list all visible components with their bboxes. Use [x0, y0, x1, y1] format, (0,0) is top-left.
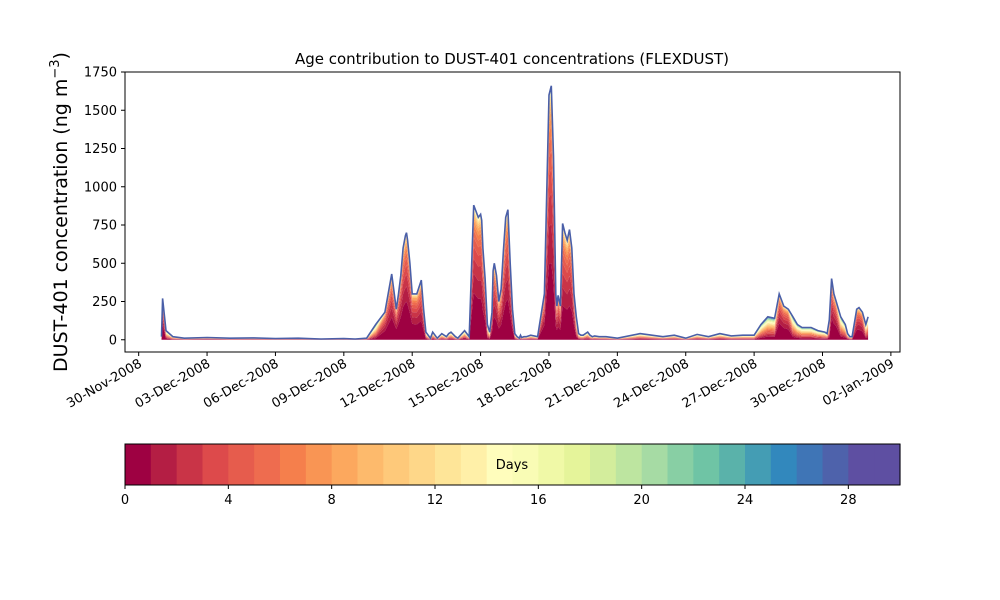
x-tick-label: 06-Dec-2008: [201, 356, 281, 411]
colorbar-tick-label: 20: [633, 493, 650, 508]
colorbar-cell: [409, 444, 436, 485]
age-layer-day-19: [161, 87, 869, 340]
x-tick-label: 21-Dec-2008: [543, 356, 623, 411]
colorbar-tick-label: 28: [840, 493, 857, 508]
x-tick-label: 30-Dec-2008: [748, 356, 828, 411]
age-layer-day-4: [161, 150, 869, 340]
y-tick-label: 1750: [84, 66, 117, 81]
colorbar-cell: [796, 444, 824, 485]
colorbar-cell: [150, 444, 178, 485]
y-tick-label: 500: [92, 257, 117, 272]
age-layer-day-26: [161, 85, 869, 340]
age-layer-day-7: [161, 116, 869, 340]
colorbar-cell: [770, 444, 798, 485]
age-layer-day-15: [161, 89, 869, 340]
colorbar-ticks: 0 4 8 12 16 20 24 28: [121, 485, 857, 508]
colorbar-cell: [357, 444, 384, 485]
colorbar-label: Days: [496, 458, 529, 473]
age-layer-day-16: [161, 88, 869, 340]
y-tick-label: 1000: [84, 180, 117, 195]
age-layers: [161, 85, 869, 340]
colorbar-cell: [693, 444, 720, 485]
colorbar-cell: [486, 444, 514, 485]
colorbar-cell: [641, 444, 669, 485]
colorbar-tick-label: 24: [737, 493, 754, 508]
age-layer-day-13: [161, 92, 869, 340]
plot-area: [124, 71, 901, 353]
age-layer-day-11: [161, 97, 869, 340]
colorbar: Days 0 4 8 12 16 20 24 28: [121, 443, 901, 508]
colorbar-cell: [435, 444, 462, 485]
age-layer-day-10: [161, 100, 869, 340]
colorbar-tick-label: 4: [224, 493, 232, 508]
colorbar-cell: [512, 444, 539, 485]
age-layer-day-22: [161, 86, 869, 340]
age-layer-day-12: [161, 94, 869, 340]
age-layer-day-27: [161, 85, 869, 339]
colorbar-cells: [125, 444, 901, 485]
x-tick-label: 12-Dec-2008: [338, 356, 418, 411]
age-layer-day-24: [161, 86, 869, 339]
plot-frame: [124, 71, 901, 353]
y-tick-label: 1500: [84, 104, 117, 119]
x-tick-label: 30-Nov-2008: [64, 356, 144, 411]
colorbar-cell: [745, 444, 772, 485]
colorbar-cell: [590, 444, 617, 485]
colorbar-tick-label: 0: [121, 493, 129, 508]
colorbar-cell: [848, 444, 875, 485]
x-tick-label: 02-Jan-2009: [820, 356, 897, 409]
x-tick-label: 27-Dec-2008: [680, 356, 760, 411]
colorbar-cell: [460, 444, 488, 485]
colorbar-cell: [538, 444, 565, 485]
colorbar-cell: [564, 444, 591, 485]
age-layer-day-28: [161, 85, 869, 339]
colorbar-cell: [280, 444, 307, 485]
age-layer-day-18: [161, 87, 869, 340]
y-tick-label: 750: [92, 219, 117, 234]
age-layer-day-17: [161, 88, 869, 340]
age-layer-day-20: [161, 86, 869, 340]
colorbar-cell: [254, 444, 281, 485]
age-layer-day-25: [161, 86, 869, 339]
age-layer-day-21: [161, 86, 869, 340]
colorbar-cell: [822, 444, 849, 485]
x-tick-label: 15-Dec-2008: [406, 356, 486, 411]
colorbar-tick-label: 12: [427, 493, 444, 508]
colorbar-frame: [124, 443, 901, 486]
colorbar-cell: [228, 444, 255, 485]
colorbar-cell: [305, 444, 333, 485]
colorbar-cell: [615, 444, 643, 485]
colorbar-cell: [719, 444, 746, 485]
age-layer-day-6: [161, 125, 869, 340]
total-concentration-line: [160, 85, 869, 340]
y-tick-label: 0: [109, 333, 117, 348]
y-axis-label: DUST-401 concentration (ng m−3): [48, 52, 72, 372]
x-axis: 30-Nov-200803-Dec-200806-Dec-200809-Dec-…: [64, 352, 897, 412]
age-layer-day-8: [161, 109, 869, 340]
y-axis: 0 250 500 750 1000 1250 1500 1750: [84, 66, 125, 348]
colorbar-tick-label: 16: [530, 493, 547, 508]
colorbar-cell: [383, 444, 410, 485]
colorbar-cell: [202, 444, 229, 485]
age-layer-day-5: [161, 136, 869, 340]
colorbar-cell: [176, 444, 204, 485]
x-tick-label: 03-Dec-2008: [133, 356, 213, 411]
age-layer-day-3: [161, 169, 869, 340]
colorbar-cell: [874, 444, 901, 485]
y-tick-label: 250: [92, 295, 117, 310]
colorbar-cell: [125, 444, 152, 485]
chart-title: Age contribution to DUST-401 concentrati…: [295, 50, 729, 68]
x-tick-label: 24-Dec-2008: [611, 356, 691, 411]
colorbar-cell: [331, 444, 359, 485]
age-layer-day-9: [161, 104, 869, 340]
age-layer-day-23: [161, 86, 869, 340]
x-tick-label: 09-Dec-2008: [269, 356, 349, 411]
y-tick-label: 1250: [84, 142, 117, 157]
x-tick-label: 18-Dec-2008: [475, 356, 555, 411]
colorbar-cell: [667, 444, 694, 485]
colorbar-tick-label: 8: [328, 493, 336, 508]
age-layer-day-2: [161, 193, 869, 340]
age-layer-day-14: [161, 91, 869, 340]
